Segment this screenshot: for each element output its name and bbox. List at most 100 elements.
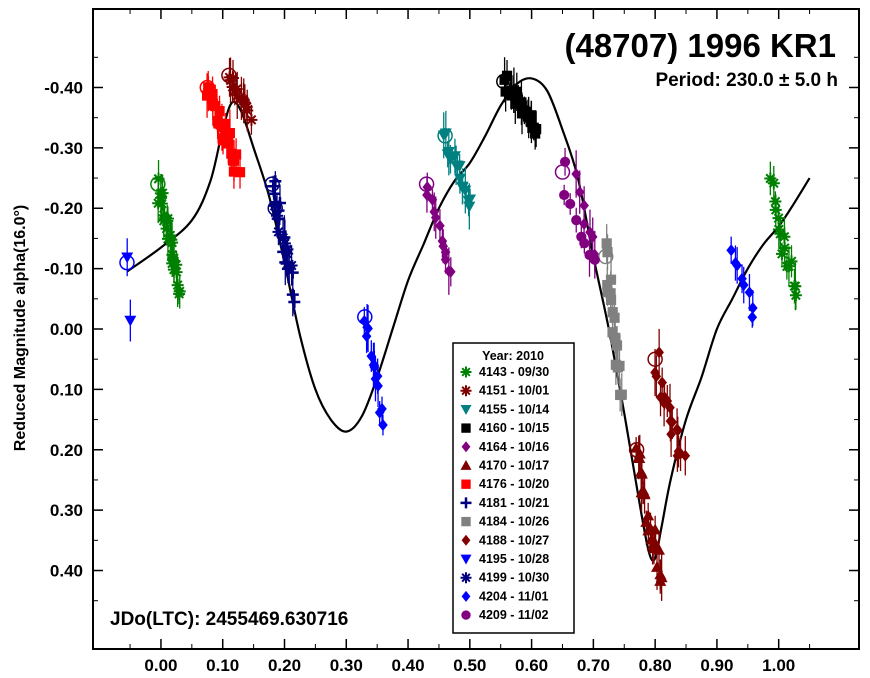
data-point	[173, 285, 186, 298]
data-point	[429, 205, 440, 218]
data-point	[653, 543, 666, 555]
legend-label: 4199 - 10/30	[479, 571, 549, 585]
data-point	[602, 247, 613, 258]
y-tick-label: -0.40	[44, 78, 83, 97]
data-point	[571, 215, 582, 226]
data-point	[444, 265, 454, 278]
legend-label: 4188 - 10/27	[479, 533, 549, 547]
legend-entry: 4164 - 10/16	[461, 440, 549, 454]
data-point	[605, 294, 617, 305]
data-point	[170, 266, 183, 279]
data-point	[672, 424, 683, 437]
data-point	[738, 279, 749, 292]
fit-curve-layer	[126, 77, 811, 562]
y-tick-label: -0.30	[44, 139, 83, 158]
legend-entry: 4170 - 10/17	[460, 459, 549, 473]
data-point	[649, 523, 662, 535]
legend-entry: 4181 - 10/21	[460, 496, 549, 510]
data-point	[785, 255, 798, 268]
legend-label: 4184 - 10/26	[479, 515, 549, 529]
data-point	[435, 219, 445, 232]
data-point	[775, 247, 788, 260]
data-point	[245, 113, 258, 126]
data-point	[610, 334, 621, 345]
series-4204	[357, 236, 758, 436]
legend-marker	[460, 460, 472, 470]
y-tick-label: 0.10	[50, 380, 83, 399]
data-point	[642, 509, 655, 521]
y-axis-label: Reduced Magnitude alpha(16.0°)	[12, 205, 29, 451]
legend-marker	[461, 441, 471, 453]
legend-label: 4195 - 10/28	[479, 552, 549, 566]
data-point	[214, 106, 225, 117]
data-point	[288, 295, 301, 308]
legend-items: 4143 - 09/30 4151 - 10/01 4155 - 10/14 4160…	[460, 365, 549, 622]
first-point-marker	[150, 176, 166, 192]
legend-entry: 4151 - 10/01	[460, 384, 549, 398]
first-point-marker	[199, 79, 216, 96]
data-point	[156, 187, 169, 200]
data-point	[789, 289, 802, 302]
data-point	[378, 419, 388, 432]
first-point-marker	[647, 351, 663, 367]
series-4155	[437, 110, 477, 230]
data-point	[571, 167, 581, 180]
data-point	[782, 260, 795, 273]
x-tick-label: 0.20	[268, 656, 301, 675]
legend-label: 4181 - 10/21	[479, 496, 549, 510]
y-tick-label: 0.40	[50, 562, 83, 581]
data-point	[427, 193, 438, 206]
first-point-marker	[221, 67, 237, 84]
data-point	[155, 191, 168, 204]
data-point	[769, 203, 782, 216]
legend-entry: 4160 - 10/15	[461, 421, 549, 435]
data-point	[767, 177, 780, 190]
data-point	[579, 217, 589, 230]
x-tick-label: 1.00	[762, 656, 795, 675]
first-point-marker	[418, 176, 435, 192]
series-4151	[221, 57, 258, 135]
chart-subtitle: Period: 230.0 ± 5.0 h	[655, 70, 838, 91]
data-point	[607, 327, 618, 338]
data-point	[559, 189, 570, 201]
series-4176	[199, 70, 246, 189]
data-point	[463, 201, 476, 213]
legend-label: 4170 - 10/17	[479, 459, 549, 473]
legend-marker	[461, 479, 471, 489]
data-point	[499, 74, 510, 85]
legend-label: 4176 - 10/20	[479, 477, 549, 491]
data-point	[440, 246, 451, 259]
jdo-annotation: JDo(LTC): 2455469.630716	[110, 609, 348, 630]
data-point	[373, 379, 383, 392]
series-4199	[267, 190, 298, 286]
first-point-marker	[437, 128, 453, 144]
y-tick-label: 0.20	[50, 441, 83, 460]
legend-marker	[460, 366, 472, 378]
first-point-marker	[357, 309, 373, 325]
data-point	[615, 389, 626, 401]
data-point	[227, 155, 239, 166]
y-tick-label: -0.10	[44, 260, 83, 279]
legend-marker	[460, 572, 472, 584]
legend-label: 4164 - 10/16	[479, 440, 549, 454]
y-tick-label: 0.30	[50, 501, 83, 520]
data-point	[657, 376, 667, 389]
series-4170	[628, 434, 668, 601]
data-point	[680, 449, 691, 462]
data-point	[640, 516, 653, 527]
data-point	[152, 172, 165, 185]
legend-label: 4160 - 10/15	[479, 421, 549, 435]
legend-marker	[460, 385, 472, 397]
data-point	[611, 340, 623, 351]
data-point	[121, 252, 134, 264]
legend-entry: 4184 - 10/26	[461, 515, 549, 529]
x-tick-label: 0.00	[144, 656, 177, 675]
data-point	[607, 307, 618, 318]
first-point-marker	[554, 164, 571, 180]
x-tick-label: 0.60	[515, 656, 548, 675]
data-point	[530, 128, 541, 139]
legend-box	[452, 342, 575, 634]
x-tick-label: 0.50	[453, 656, 486, 675]
data-point	[672, 449, 683, 462]
